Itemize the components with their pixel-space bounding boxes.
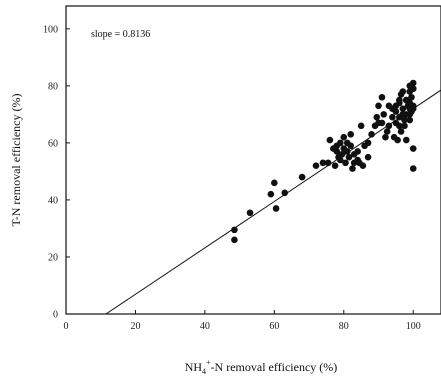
data-points — [231, 79, 417, 244]
slope-annotation: slope = 0.8136 — [91, 29, 150, 40]
data-point — [231, 236, 238, 244]
x-axis-title-sub: 4 — [202, 367, 206, 376]
data-point — [378, 119, 386, 127]
x-tick-label: 40 — [200, 321, 210, 332]
data-point — [382, 133, 389, 141]
data-point — [399, 88, 407, 95]
x-axis-title-rest: -N removal efficiency (%) — [211, 360, 338, 374]
data-point — [375, 102, 382, 110]
data-point — [342, 159, 349, 167]
x-tick-label: 100 — [406, 321, 421, 332]
data-point — [337, 139, 344, 147]
plot-frame — [65, 5, 441, 315]
data-point — [399, 105, 407, 112]
data-point — [402, 136, 410, 144]
y-axis-title: T-N removal efficiency (%) — [9, 94, 23, 227]
data-point — [401, 122, 408, 130]
y-tick-label: 40 — [48, 195, 58, 206]
x-axis-title-sup: + — [206, 358, 211, 367]
data-point — [349, 165, 356, 172]
data-point — [406, 111, 414, 118]
data-point — [326, 136, 334, 144]
data-point — [357, 122, 365, 130]
x-tick-label: 60 — [269, 321, 279, 332]
data-point — [383, 128, 391, 135]
data-point — [359, 162, 367, 170]
x-axis-title: NH4+-N removal efficiency (%) — [185, 358, 338, 376]
data-point — [267, 190, 275, 198]
plot-area — [65, 5, 441, 315]
data-point — [394, 136, 401, 144]
data-point — [347, 131, 355, 138]
data-point — [272, 205, 280, 212]
data-point — [409, 85, 417, 93]
data-point — [271, 179, 278, 187]
data-point — [401, 116, 408, 124]
data-point — [312, 162, 320, 170]
data-point — [246, 209, 254, 217]
regression-line-group — [105, 89, 441, 315]
data-point — [409, 79, 417, 87]
data-point — [319, 159, 327, 167]
data-point — [402, 96, 410, 104]
data-point — [347, 142, 355, 150]
data-point — [380, 111, 388, 118]
data-point — [364, 153, 372, 161]
data-point — [392, 108, 400, 115]
data-point — [397, 128, 405, 135]
x-axis-title-main: NH — [185, 360, 203, 374]
data-point — [340, 133, 348, 141]
data-point — [409, 165, 417, 172]
data-point — [408, 93, 415, 101]
data-point — [338, 150, 346, 158]
data-point — [389, 113, 396, 121]
data-point — [345, 153, 353, 161]
data-point — [396, 99, 403, 107]
data-point — [409, 145, 417, 152]
y-tick-label: 20 — [48, 252, 58, 263]
data-point — [406, 116, 414, 124]
data-point — [399, 111, 407, 118]
data-point — [281, 189, 289, 197]
axis-ticks: 0 20 40 60 80 100 0 20 40 60 80 100 — [43, 24, 421, 332]
data-point — [231, 226, 238, 234]
x-tick-label: 20 — [130, 321, 140, 332]
y-tick-label: 60 — [48, 138, 58, 149]
data-point — [364, 139, 372, 147]
y-tick-label: 80 — [48, 81, 58, 92]
y-tick-label: 100 — [43, 24, 58, 35]
data-point — [331, 162, 339, 170]
data-point — [333, 148, 341, 155]
data-point — [354, 148, 361, 155]
regression-line — [105, 89, 441, 315]
data-point — [378, 93, 386, 101]
x-tick-label: 0 — [64, 321, 69, 332]
data-point — [373, 113, 381, 121]
y-tick-label: 0 — [53, 310, 58, 321]
data-point — [396, 122, 403, 130]
x-tick-label: 80 — [339, 321, 349, 332]
data-point — [343, 148, 351, 155]
data-point — [298, 173, 306, 181]
